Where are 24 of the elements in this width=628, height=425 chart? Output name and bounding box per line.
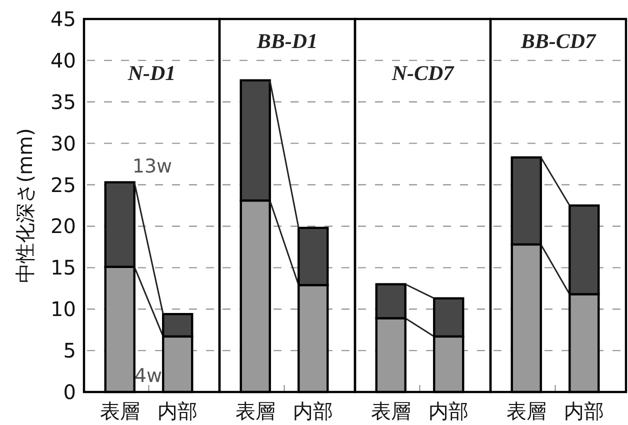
y-tick-label: 40 xyxy=(50,48,76,72)
x-tick-label: 表層 xyxy=(370,399,411,423)
x-tick-label: 内部 xyxy=(293,399,334,423)
y-axis-title: 中性化深さ(mm) xyxy=(13,128,37,283)
y-tick-label: 25 xyxy=(50,172,76,197)
y-tick-label: 5 xyxy=(63,338,76,363)
y-tick-label: 45 xyxy=(50,7,76,31)
x-tick-label: 内部 xyxy=(428,399,469,423)
x-tick-label: 表層 xyxy=(506,399,546,423)
y-tick-label: 10 xyxy=(50,297,76,322)
y-tick-label: 15 xyxy=(50,256,76,280)
text: BB-CD7 xyxy=(520,29,598,53)
x-tick-label: 内部 xyxy=(564,399,604,423)
x-tick-label: 内部 xyxy=(158,399,198,423)
y-tick-label: 20 xyxy=(50,214,76,238)
y-tick-label: 30 xyxy=(50,131,76,156)
y-tick-label: 35 xyxy=(50,90,76,114)
x-tick-label: 表層 xyxy=(235,399,276,423)
y-tick-label: 0 xyxy=(63,380,76,404)
text: N-CD7 xyxy=(390,61,456,85)
x-tick-label: 表層 xyxy=(100,399,140,423)
text: BB-D1 xyxy=(256,29,318,53)
text: N-D1 xyxy=(126,61,176,85)
series-label: 13w xyxy=(132,155,172,178)
